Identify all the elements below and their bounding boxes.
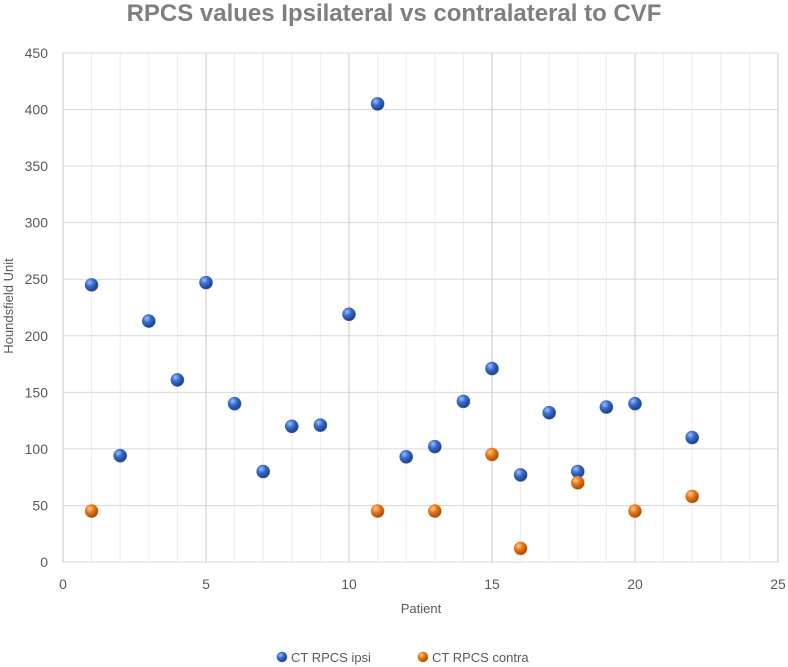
point-ipsi: [485, 361, 499, 376]
point-ipsi: [685, 430, 700, 445]
y-tick-label: 200: [25, 328, 49, 344]
y-tick-label: 100: [25, 441, 49, 457]
point-ipsi: [342, 307, 356, 322]
point-ipsi: [456, 394, 471, 409]
x-tick-label: 15: [484, 576, 500, 592]
point-ipsi: [628, 396, 642, 411]
legend-marker: [417, 651, 429, 663]
point-ipsi: [427, 439, 442, 454]
point-contra: [570, 476, 585, 490]
point-ipsi: [599, 400, 614, 414]
point-ipsi: [542, 405, 557, 420]
point-ipsi: [170, 373, 185, 387]
x-tick-label: 5: [202, 576, 210, 592]
x-tick-label: 0: [59, 576, 67, 592]
data-points: [84, 97, 700, 556]
x-tick-label: 25: [770, 576, 786, 592]
y-tick-label: 250: [25, 271, 49, 287]
point-ipsi: [399, 450, 414, 464]
y-tick-label: 450: [25, 45, 49, 61]
tick-labels: 0 50 100 150 200 250 300 350 400 450 0 5 10 15 20 25: [25, 45, 786, 592]
point-ipsi: [370, 97, 385, 111]
point-ipsi: [513, 468, 528, 482]
y-tick-label: 150: [25, 384, 49, 400]
y-tick-label: 50: [32, 497, 48, 513]
y-tick-label: 350: [25, 158, 49, 174]
y-tick-label: 400: [25, 102, 49, 118]
legend-label: CT RPCS ipsi: [291, 650, 371, 665]
point-ipsi: [113, 448, 127, 463]
y-tick-label: 300: [25, 215, 49, 231]
x-tick-label: 10: [341, 576, 357, 592]
point-contra: [427, 504, 442, 518]
legend: CT RPCS ipsi CT RPCS contra: [276, 650, 529, 665]
y-axis-label: Houndsfield Unit: [1, 258, 16, 354]
point-contra: [628, 504, 642, 518]
point-ipsi: [313, 418, 328, 432]
point-contra: [84, 504, 99, 518]
point-contra: [685, 489, 700, 504]
point-contra: [485, 447, 499, 462]
legend-marker: [276, 651, 288, 663]
point-ipsi: [84, 278, 99, 292]
x-axis-label: Patient: [401, 601, 442, 616]
point-ipsi: [142, 314, 156, 328]
legend-label: CT RPCS contra: [432, 650, 529, 665]
point-ipsi: [284, 419, 299, 434]
y-tick-label: 0: [40, 554, 48, 570]
point-ipsi: [256, 464, 271, 479]
x-tick-label: 20: [627, 576, 643, 592]
point-ipsi: [199, 275, 213, 290]
point-contra: [513, 541, 528, 556]
point-contra: [370, 504, 385, 518]
point-ipsi: [227, 396, 242, 411]
chart-title: RPCS values Ipsilateral vs contralateral…: [127, 0, 662, 27]
grid: [62, 52, 779, 563]
